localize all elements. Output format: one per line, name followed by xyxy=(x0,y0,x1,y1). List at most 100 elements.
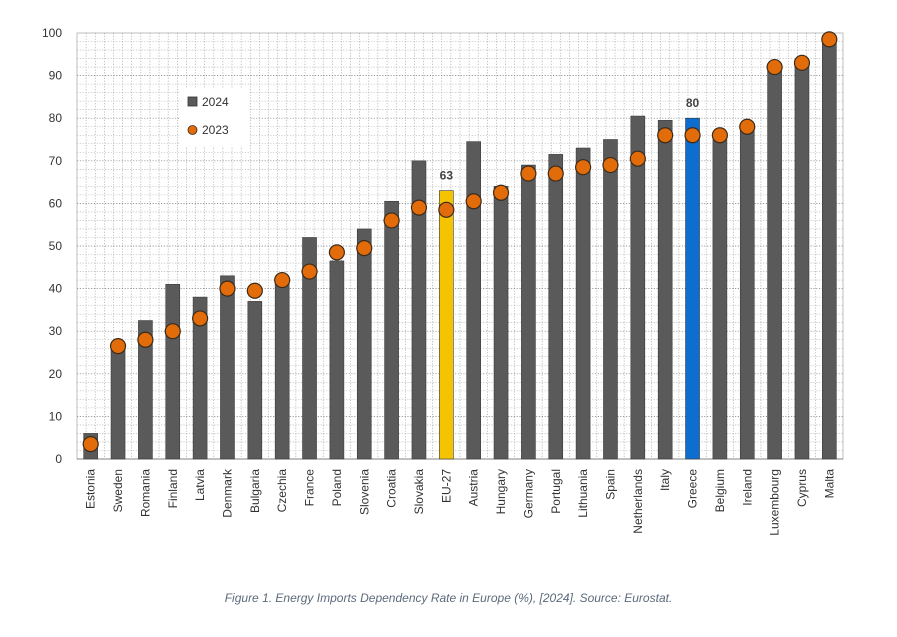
bar-cyprus xyxy=(794,62,810,460)
bar-ireland xyxy=(739,124,755,460)
point-2023-cyprus xyxy=(793,54,811,71)
point-2023-sweden xyxy=(109,338,127,355)
y-tick-label: 50 xyxy=(49,239,63,253)
x-tick-label: Malta xyxy=(822,469,836,499)
x-tick-label: Belgium xyxy=(713,469,727,512)
legend-swatch-2024 xyxy=(187,96,198,107)
bar-romania xyxy=(138,320,153,460)
x-tick-label: Estonia xyxy=(84,469,98,509)
x-tick-label: Germany xyxy=(521,469,535,518)
x-tick-label: Greece xyxy=(686,469,700,509)
data-label-greece: 80 xyxy=(686,96,700,110)
bar-belgium xyxy=(712,139,728,460)
x-tick-label: Denmark xyxy=(220,468,234,518)
y-tick-label: 40 xyxy=(49,282,63,296)
bar-greece xyxy=(685,117,700,460)
point-2023-greece xyxy=(684,127,701,144)
bar-italy xyxy=(657,120,673,460)
y-tick-label: 60 xyxy=(49,196,63,210)
x-tick-label: Czechia xyxy=(275,469,289,513)
x-tick-label: Sweden xyxy=(111,469,125,512)
point-2023-hungary xyxy=(492,184,510,201)
point-2023-austria xyxy=(465,193,482,210)
point-2023-spain xyxy=(602,156,619,174)
point-2023-portugal xyxy=(547,165,564,182)
legend-swatch-2023 xyxy=(187,125,198,135)
bar-slovenia xyxy=(356,228,372,460)
bar-finland xyxy=(165,284,181,460)
point-2023-germany xyxy=(520,165,537,182)
x-tick-label: Slovakia xyxy=(412,469,426,515)
x-tick-label: Spain xyxy=(603,469,617,500)
bar-portugal xyxy=(548,154,564,460)
bar-sweden xyxy=(110,343,126,460)
bar-croatia xyxy=(384,200,399,460)
point-2023-slovakia xyxy=(410,199,428,216)
bar-lithuania xyxy=(575,147,591,460)
point-2023-slovenia xyxy=(356,240,373,257)
legend-label-2023: 2023 xyxy=(202,123,229,137)
x-tick-label: Hungary xyxy=(494,469,508,514)
point-2023-estonia xyxy=(82,435,99,453)
point-2023-netherlands xyxy=(629,150,646,167)
y-tick-label: 30 xyxy=(49,324,63,338)
bar-netherlands xyxy=(630,115,646,460)
bar-latvia xyxy=(192,296,208,460)
point-2023-ireland xyxy=(739,118,756,135)
bar-spain xyxy=(603,139,618,460)
point-2023-finland xyxy=(164,323,181,340)
bar-france xyxy=(302,237,317,460)
point-2023-denmark xyxy=(219,280,236,297)
point-2023-lithuania xyxy=(575,159,592,176)
point-2023-czechia xyxy=(274,271,291,289)
x-tick-label: Bulgaria xyxy=(248,469,262,513)
bar-malta xyxy=(822,36,837,460)
figure-caption: Figure 1. Energy Imports Dependency Rate… xyxy=(224,591,673,605)
x-tick-label: Croatia xyxy=(385,469,399,508)
x-tick-label: Latvia xyxy=(193,469,207,501)
legend-label-2024: 2024 xyxy=(202,95,229,109)
x-tick-label: Cyprus xyxy=(795,469,809,507)
markers-2023 xyxy=(82,31,838,453)
x-tick-label: Lithuania xyxy=(576,469,590,518)
y-tick-label: 70 xyxy=(49,154,63,168)
x-tick-label: Poland xyxy=(330,469,344,506)
point-2023-malta xyxy=(821,31,838,48)
point-2023-luxembourg xyxy=(766,58,783,76)
point-2023-bulgaria xyxy=(246,282,263,299)
point-2023-france xyxy=(301,263,318,280)
bar-poland xyxy=(329,260,345,460)
x-tick-label: Finland xyxy=(166,469,180,508)
y-axis-ticks: 0 10 20 30 40 50 60 70 80 90 100 xyxy=(42,26,62,466)
x-tick-label: Slovenia xyxy=(357,469,371,515)
x-axis-labels: Estonia Sweden Romania Finland Latvia Denmark… xyxy=(84,468,837,536)
point-2023-eu-27 xyxy=(438,201,455,218)
x-tick-label: Ireland xyxy=(740,469,754,506)
bars-2024: 63 80 xyxy=(83,36,837,460)
point-2023-croatia xyxy=(383,212,400,229)
point-2023-italy xyxy=(657,127,674,144)
y-tick-label: 20 xyxy=(49,367,63,381)
x-tick-label: France xyxy=(303,469,317,507)
bar-austria xyxy=(466,141,481,460)
x-tick-label: Austria xyxy=(467,469,481,507)
x-tick-label: Luxembourg xyxy=(768,469,782,536)
bar-denmark xyxy=(220,275,235,460)
bar-czechia xyxy=(274,279,290,460)
point-2023-romania xyxy=(137,331,154,348)
legend: 2024 2023 xyxy=(179,88,249,146)
y-tick-label: 0 xyxy=(55,452,62,466)
bar-luxembourg xyxy=(767,66,782,460)
bar-bulgaria xyxy=(247,301,263,460)
y-tick-label: 10 xyxy=(49,409,63,423)
x-tick-label: Romania xyxy=(138,469,152,517)
x-tick-label: EU-27 xyxy=(439,469,453,503)
y-tick-label: 80 xyxy=(49,111,63,125)
y-tick-label: 90 xyxy=(49,69,63,83)
bar-eu-27 xyxy=(439,190,454,460)
x-tick-label: Netherlands xyxy=(631,469,645,534)
y-tick-label: 100 xyxy=(42,26,62,40)
bar-slovakia xyxy=(411,160,427,460)
point-2023-belgium xyxy=(711,127,728,144)
